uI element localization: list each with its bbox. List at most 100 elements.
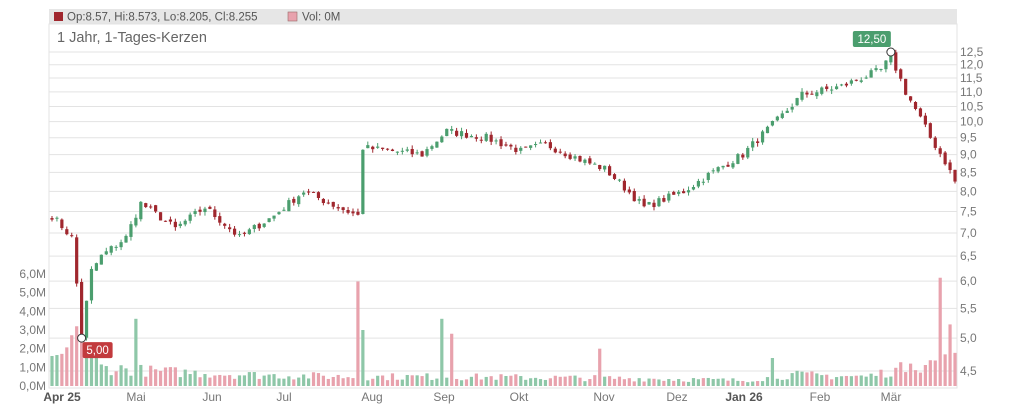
volume-bar <box>617 376 622 386</box>
candle <box>80 278 84 340</box>
candle-body <box>494 140 498 142</box>
volume-bar <box>844 375 849 386</box>
candle-body <box>820 87 824 94</box>
volume-bar <box>104 366 108 386</box>
volume-bar <box>672 380 676 386</box>
volume-tick-label: 2,0M <box>19 342 46 356</box>
volume-bar <box>889 376 893 386</box>
candle-body <box>297 196 301 205</box>
candle <box>326 199 330 205</box>
candle <box>99 254 103 265</box>
candle <box>282 207 286 212</box>
candle-body <box>390 149 395 151</box>
candle <box>464 129 469 139</box>
candle-body <box>662 198 666 202</box>
volume-bar <box>913 370 918 386</box>
volume-bar <box>825 374 829 386</box>
volume-bar <box>627 378 631 386</box>
candle <box>178 221 182 229</box>
candle-body <box>213 209 217 218</box>
volume-bar <box>297 377 301 386</box>
candle-body <box>440 136 444 143</box>
candle <box>849 78 853 86</box>
candle-body <box>825 86 829 89</box>
price-tick-label: 6,5 <box>960 249 977 263</box>
candle-body <box>292 198 296 203</box>
candle-body <box>450 129 454 131</box>
candle <box>746 145 750 160</box>
volume-bar <box>642 381 646 386</box>
candle <box>321 198 325 206</box>
volume-bar <box>800 371 804 386</box>
x-tick-label: Apr 25 <box>43 390 81 404</box>
volume-bar <box>820 375 824 386</box>
price-tick-label: 5,5 <box>960 301 977 315</box>
volume-bar <box>588 379 592 386</box>
candle <box>198 206 202 216</box>
candle <box>677 189 681 197</box>
volume-bar <box>203 374 207 386</box>
price-tick-label: 7,0 <box>960 226 977 240</box>
volume-bar <box>163 367 168 386</box>
candle-body <box>953 169 957 182</box>
candle-body <box>405 149 409 151</box>
candle-body <box>129 224 133 237</box>
volume-bar <box>228 375 232 386</box>
volume-bar <box>371 378 375 386</box>
candle-body <box>923 115 927 125</box>
candle <box>884 60 888 73</box>
candle <box>104 247 108 256</box>
candle-body <box>830 89 834 91</box>
volume-bar <box>336 374 340 386</box>
volume-bar <box>445 377 449 386</box>
volume-bar <box>242 375 247 386</box>
candle <box>904 78 908 96</box>
volume-bar <box>509 375 513 386</box>
volume-bar <box>356 281 360 386</box>
candle-body <box>736 154 740 164</box>
candle <box>114 245 118 251</box>
candle-body <box>257 223 261 229</box>
candle-body <box>741 154 745 158</box>
candle <box>514 144 518 155</box>
x-tick-label: Aug <box>361 390 382 404</box>
candle <box>504 141 508 147</box>
volume-bar <box>879 369 883 386</box>
volume-bar <box>830 379 834 386</box>
candle-body <box>400 150 404 152</box>
candle-body <box>879 68 883 70</box>
x-tick-label: Mai <box>126 390 145 404</box>
candle <box>711 168 715 174</box>
candle <box>474 134 478 142</box>
candle-body <box>672 191 676 195</box>
candle <box>775 115 779 122</box>
candle <box>913 101 918 111</box>
x-tick-label: Jun <box>202 390 221 404</box>
candle-body <box>371 146 375 150</box>
candle-body <box>844 83 849 86</box>
candle-body <box>617 179 622 181</box>
candle-body <box>795 98 799 106</box>
candle <box>232 226 237 237</box>
volume-bar <box>933 360 937 386</box>
candle <box>938 146 942 158</box>
candle-body <box>65 229 69 235</box>
candle-body <box>198 209 202 212</box>
price-tick-label: 10,5 <box>960 99 984 113</box>
candle-body <box>519 147 523 151</box>
candle-body <box>800 91 804 100</box>
candle-body <box>119 242 123 248</box>
volume-bar <box>306 378 311 386</box>
candle-body <box>918 108 923 117</box>
candle <box>943 150 947 166</box>
candle-body <box>247 229 251 235</box>
candle <box>928 122 932 139</box>
candle <box>395 151 400 156</box>
candle <box>839 83 844 87</box>
volume-bar <box>262 375 266 386</box>
candle-body <box>474 137 478 139</box>
volume-bar <box>464 379 469 386</box>
candle-body <box>232 228 237 235</box>
candle <box>805 90 809 98</box>
candle <box>183 219 187 227</box>
